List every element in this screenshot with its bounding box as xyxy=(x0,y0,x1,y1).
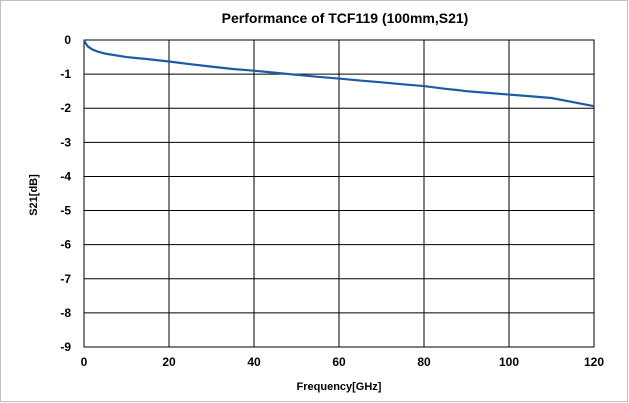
y-axis-label: S21[dB] xyxy=(28,174,40,216)
x-tick-label: 20 xyxy=(162,355,176,369)
x-tick-labels: 0 20 40 60 80 100 120 xyxy=(81,355,605,369)
x-tick-label: 60 xyxy=(332,355,346,369)
y-tick-label: -6 xyxy=(60,238,71,252)
x-tick-label: 120 xyxy=(584,355,604,369)
y-tick-label: -1 xyxy=(60,67,71,81)
y-tick-label: -7 xyxy=(60,272,71,286)
x-tick-label: 0 xyxy=(81,355,88,369)
series-layer xyxy=(83,39,595,108)
y-tick-label: -2 xyxy=(60,101,71,115)
series-line xyxy=(83,39,595,108)
y-tick-labels: 0 -1 -2 -3 -4 -5 -6 -7 -8 -9 xyxy=(60,33,71,354)
y-tick-label: -3 xyxy=(60,135,71,149)
y-tick-label: -4 xyxy=(60,169,71,183)
plot-area-border xyxy=(83,39,595,348)
x-tick-label: 80 xyxy=(417,355,431,369)
x-tick-label: 40 xyxy=(247,355,261,369)
y-tick-label: 0 xyxy=(64,33,71,47)
y-tick-label: -9 xyxy=(60,340,71,354)
grid-lines xyxy=(83,39,595,348)
x-axis-label: Frequency[GHz] xyxy=(297,381,382,393)
chart-title: Performance of TCF119 (100mm,S21) xyxy=(222,10,469,26)
x-tick-label: 100 xyxy=(499,355,519,369)
y-tick-label: -5 xyxy=(60,204,71,218)
y-tick-label: -8 xyxy=(60,306,71,320)
